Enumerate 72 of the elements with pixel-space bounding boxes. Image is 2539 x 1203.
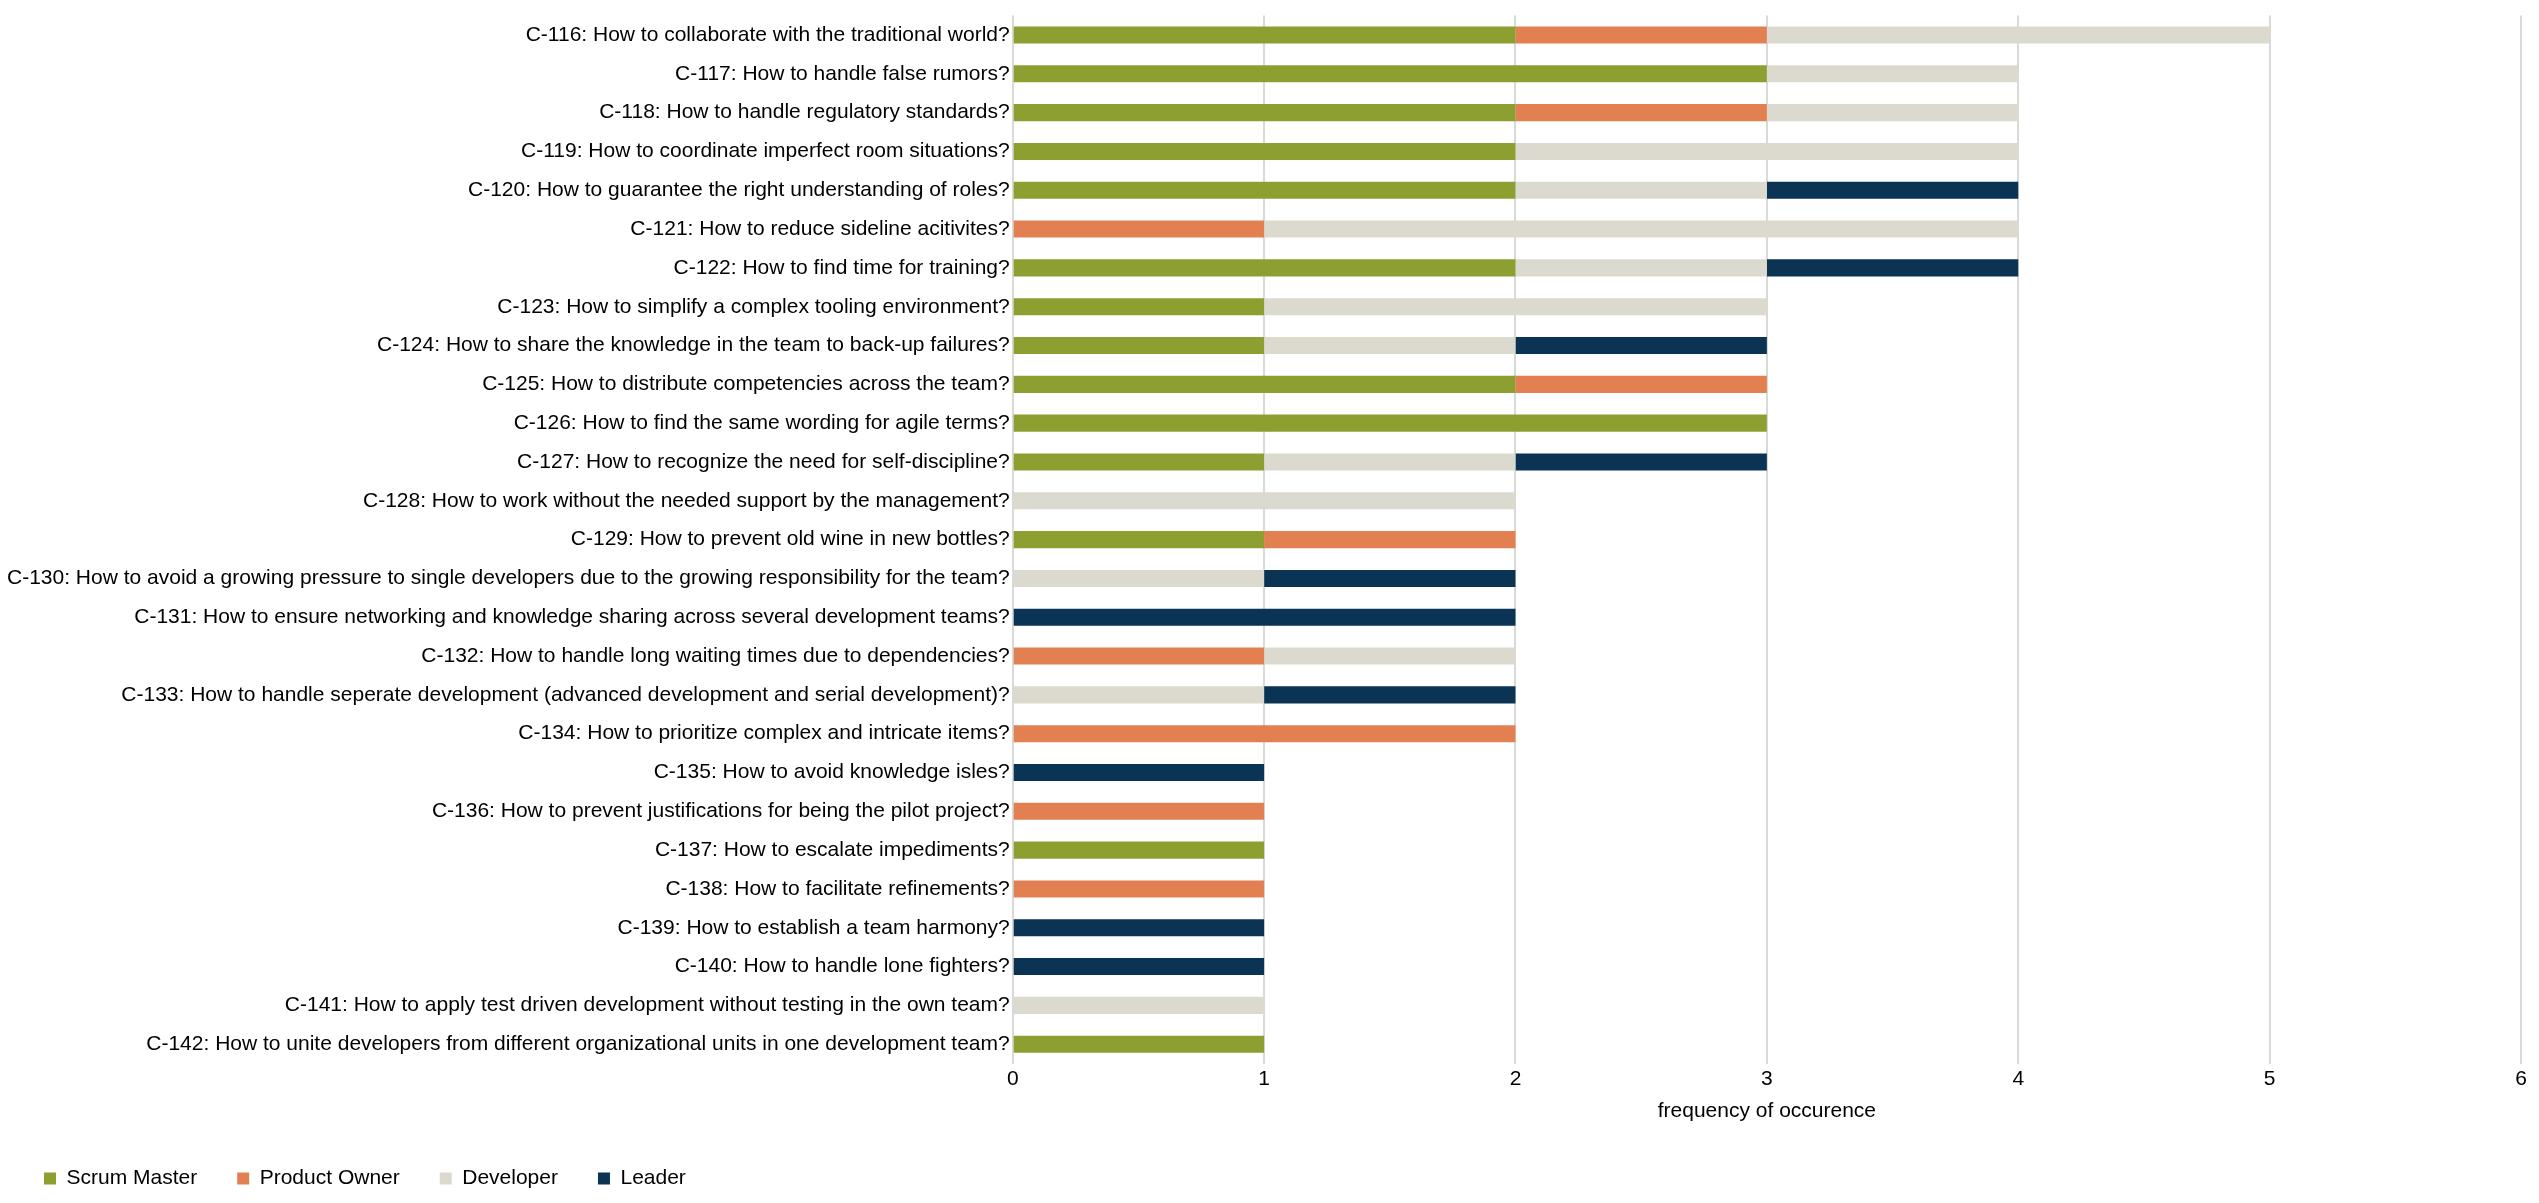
y-tick-label: C-126: How to find the same wording for agile terms? bbox=[513, 409, 1010, 433]
y-tick-label: C-136: How to prevent justifications for being the pilot project? bbox=[431, 798, 1010, 822]
y-tick-label: C-129: How to prevent old wine in new bottles? bbox=[570, 526, 1010, 550]
x-tick-label: 2 bbox=[1509, 1066, 1522, 1089]
bar bbox=[1766, 259, 2019, 277]
bar bbox=[1013, 142, 1516, 160]
x-tick-label: 5 bbox=[2263, 1066, 2276, 1089]
y-tick-label: C-139: How to establish a team harmony? bbox=[617, 914, 1010, 938]
x-tick-label: 1 bbox=[1258, 1066, 1270, 1089]
y-tick-label: C-127: How to recognize the need for self-discipline? bbox=[517, 448, 1010, 472]
y-tick-label: C-122: How to find time for training? bbox=[673, 254, 1010, 278]
y-tick-label: C-120: How to guarantee the right understanding of roles? bbox=[468, 177, 1010, 201]
y-tick-label: C-133: How to handle seperate development (advanced development and serial development)? bbox=[121, 681, 1010, 705]
bar bbox=[1013, 647, 1265, 665]
bar bbox=[1013, 414, 1767, 432]
bar bbox=[1013, 220, 1265, 238]
bar bbox=[1766, 181, 2019, 199]
y-tick-label: C-123: How to simplify a complex tooling environment? bbox=[497, 293, 1010, 317]
bar bbox=[1013, 919, 1265, 937]
x-tick-label: 6 bbox=[2515, 1066, 2527, 1089]
y-tick-label: C-142: How to unite developers from different organizational units in one development team? bbox=[146, 1030, 1010, 1054]
legend-label: Product Owner bbox=[259, 1165, 400, 1189]
y-tick-label: C-125: How to distribute competencies across the team? bbox=[482, 371, 1010, 395]
bar bbox=[1013, 453, 1265, 471]
bar bbox=[1264, 531, 1516, 549]
bar bbox=[1013, 802, 1265, 820]
y-tick-label: C-118: How to handle regulatory standards? bbox=[599, 99, 1010, 123]
bar bbox=[1013, 26, 1516, 44]
y-tick-label: C-135: How to avoid knowledge isles? bbox=[653, 759, 1010, 783]
bar bbox=[1013, 841, 1265, 859]
y-tick-label: C-131: How to ensure networking and knowledge sharing across several development teams? bbox=[134, 604, 1010, 628]
x-tick-label: 3 bbox=[1761, 1066, 1773, 1089]
y-tick-label: C-128: How to work without the needed support by the management? bbox=[363, 487, 1010, 511]
bar bbox=[1013, 608, 1516, 626]
y-tick-label: C-132: How to handle long waiting times due to dependencies? bbox=[421, 642, 1010, 666]
bar bbox=[1013, 531, 1265, 549]
bar bbox=[1264, 686, 1516, 704]
y-tick-label: C-138: How to facilitate refinements? bbox=[665, 875, 1010, 899]
bar bbox=[1515, 375, 1767, 393]
bar bbox=[1264, 569, 1516, 587]
bar bbox=[1013, 104, 1516, 122]
bar bbox=[1013, 1035, 1265, 1053]
bar bbox=[1013, 65, 1767, 83]
bar bbox=[1013, 880, 1265, 898]
legend-label: Developer bbox=[462, 1165, 558, 1189]
bar bbox=[1013, 375, 1516, 393]
bar bbox=[1013, 181, 1516, 199]
y-tick-label: C-117: How to handle false rumors? bbox=[675, 60, 1010, 84]
bar bbox=[1013, 763, 1265, 782]
y-tick-label: C-137: How to escalate impediments? bbox=[654, 836, 1010, 860]
bar bbox=[1515, 336, 1767, 355]
bar bbox=[1013, 298, 1265, 316]
legend-label: Leader bbox=[620, 1165, 686, 1189]
x-tick-label: 0 bbox=[1006, 1066, 1019, 1089]
bar bbox=[1515, 453, 1767, 471]
bar bbox=[1515, 26, 1767, 44]
legend-label: Scrum Master bbox=[66, 1165, 198, 1189]
bar bbox=[1515, 104, 1767, 122]
y-tick-label: C-134: How to prioritize complex and intricate items? bbox=[518, 720, 1010, 744]
x-axis-title: frequency of occurence bbox=[1657, 1098, 1877, 1122]
bar bbox=[1013, 725, 1516, 743]
y-tick-label: C-141: How to apply test driven development without testing in the own team? bbox=[284, 992, 1010, 1016]
y-tick-label: C-140: How to handle lone fighters? bbox=[674, 953, 1010, 977]
x-tick-label: 4 bbox=[2012, 1066, 2025, 1089]
bar bbox=[1013, 259, 1516, 277]
y-tick-label: C-130: How to avoid a growing pressure to single developers due to the growing responsibility for the team? bbox=[6, 565, 1010, 589]
y-tick-label: C-121: How to reduce sideline acitivites? bbox=[630, 215, 1010, 239]
bar bbox=[1013, 958, 1265, 976]
y-tick-label: C-124: How to share the knowledge in the team to back-up failures? bbox=[377, 332, 1010, 356]
y-tick-label: C-119: How to coordinate imperfect room situations? bbox=[521, 138, 1010, 162]
y-tick-label: C-116: How to collaborate with the traditional world? bbox=[525, 21, 1010, 45]
bar bbox=[1013, 336, 1265, 355]
